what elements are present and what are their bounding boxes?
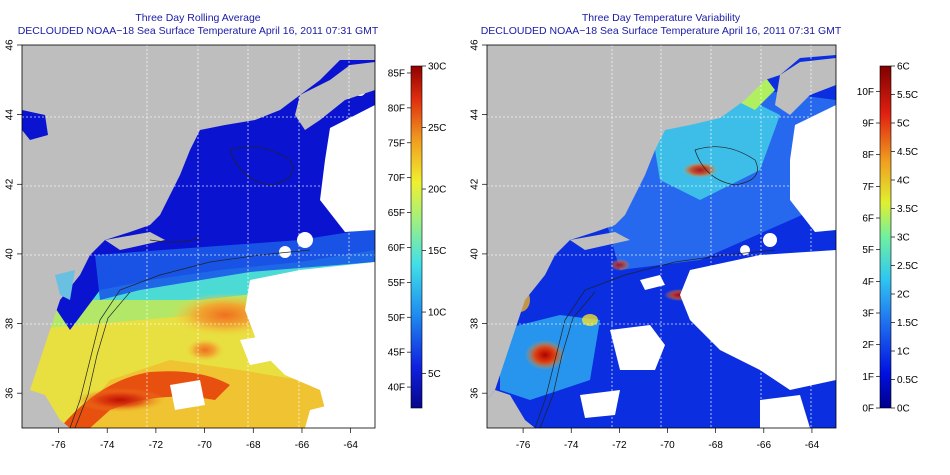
hot-spot-4 [610, 259, 630, 271]
y-tick-label: 38 [470, 318, 481, 330]
colorbar-label-c: 2.5C [897, 261, 918, 272]
colorbar-label-c: 15C [428, 246, 446, 257]
colorbar-label-f: 1F [862, 372, 874, 383]
colorbar-label-c: 25C [428, 123, 446, 134]
hot-spot-2 [682, 162, 718, 178]
cloud-mask [580, 105, 836, 428]
land [487, 45, 836, 428]
coastal-water [22, 110, 75, 300]
y-tick-label: 38 [5, 318, 16, 330]
colorbar-label-c: 5.5C [897, 90, 918, 101]
colorbar-label-f: 70F [388, 173, 405, 184]
y-tick-label: 44 [5, 109, 16, 121]
average-grid [22, 45, 375, 428]
y-tick-label: 36 [5, 387, 16, 399]
colorbar-label-f: 4F [862, 277, 874, 288]
colorbar-label-c: 0.5C [897, 375, 918, 386]
colorbar-label-f: 3F [862, 309, 874, 320]
y-tick-label: 40 [470, 248, 481, 260]
colorbar-label-c: 3C [897, 233, 910, 244]
y-tick-label: 42 [5, 178, 16, 190]
warm-spot-2 [582, 314, 598, 326]
variability-frame [486, 44, 837, 429]
warm-eddy-2 [185, 338, 225, 362]
colorbar-label-c: 30C [428, 62, 446, 73]
colorbar-label-f: 5F [862, 245, 874, 256]
colorbar-label-f: 7F [862, 182, 874, 193]
cloud-mask [170, 84, 375, 428]
y-tick-label: 36 [470, 387, 481, 399]
colorbar-label-f: 10F [857, 87, 874, 98]
colorbar-label-c: 1C [897, 347, 910, 358]
x-tick-label: -70 [660, 440, 675, 451]
x-tick-label: -76 [51, 440, 66, 451]
colorbar-label-c: 0C [897, 404, 910, 415]
y-tick-label: 42 [470, 178, 481, 190]
colorbar-label-c: 20C [428, 185, 446, 196]
colorbar-label-f: 0F [862, 404, 874, 415]
x-tick-label: -66 [295, 440, 310, 451]
variability-colorbar [879, 65, 892, 409]
x-tick-label: -72 [612, 440, 627, 451]
average-frame [21, 44, 376, 429]
colorbar-label-c: 1.5C [897, 318, 918, 329]
x-tick-label: -64 [805, 440, 820, 451]
average-colorbar [410, 65, 423, 409]
colorbar-label-c: 4C [897, 176, 910, 187]
colorbar-label-f: 85F [388, 68, 405, 79]
colorbar-label-f: 9F [862, 119, 874, 130]
colorbar-label-f: 6F [862, 214, 874, 225]
average-subtitle: DECLOUDED NOAA−18 Sea Surface Temperatur… [18, 25, 379, 37]
colorbar-label-f: 80F [388, 103, 405, 114]
y-tick-label: 46 [470, 39, 481, 51]
x-tick-label: -70 [197, 440, 212, 451]
average-axes: -76 -74 -72 -70 -68 -66 -64 36 38 40 42 44 46 [5, 39, 359, 451]
x-tick-label: -68 [708, 440, 723, 451]
colorbar-label-f: 8F [862, 150, 874, 161]
x-tick-label: -64 [343, 440, 358, 451]
variability-map [487, 45, 836, 428]
depth-contours [69, 146, 311, 428]
colorbar-label-f: 75F [388, 138, 405, 149]
colorbar-label-f: 45F [388, 348, 405, 359]
colorbar-label-c: 3.5C [897, 204, 918, 215]
colorbar-label-c: 5C [428, 369, 441, 380]
y-tick-label: 44 [470, 109, 481, 121]
panel-variability: Three Day Temperature Variability DECLOU… [470, 12, 918, 451]
land [22, 45, 375, 428]
colorbar-label-c: 2C [897, 290, 910, 301]
hot-spot-1 [525, 340, 565, 370]
y-tick-label: 46 [5, 39, 16, 51]
x-tick-label: -74 [100, 440, 115, 451]
colorbar-label-f: 50F [388, 313, 405, 324]
variability-axes: -76 -74 -72 -70 -68 -66 -64 36 38 40 42 44 46 [470, 39, 820, 451]
colorbar-label-c: 6C [897, 62, 910, 73]
average-colorbar-labels: 5C 10C 15C 20C 25C 30C 40F 45F 50F 55F 60F 65F 70F 75… [388, 62, 447, 394]
x-tick-label: -74 [564, 440, 579, 451]
colorbar-label-f: 55F [388, 278, 405, 289]
colorbar-label-f: 40F [388, 383, 405, 394]
variability-colorbar-labels: 0C 0.5C 1C 1.5C 2C 2.5C 3C 3.5C 4C 4.5C 5C 5.5C 6C 0F… [857, 62, 918, 415]
x-tick-label: -72 [149, 440, 164, 451]
variability-subtitle: DECLOUDED NOAA−18 Sea Surface Temperatur… [481, 25, 842, 37]
average-title: Three Day Rolling Average [135, 12, 260, 24]
average-map [22, 45, 375, 428]
hot-core [75, 388, 165, 412]
x-tick-label: -68 [246, 440, 261, 451]
x-tick-label: -76 [516, 440, 531, 451]
colorbar-label-f: 60F [388, 243, 405, 254]
y-tick-label: 40 [5, 248, 16, 260]
colorbar-label-c: 4.5C [897, 147, 918, 158]
panel-average: Three Day Rolling Average DECLOUDED NOAA… [5, 12, 447, 451]
colorbar-label-c: 5C [897, 119, 910, 130]
variability-title: Three Day Temperature Variability [582, 12, 741, 24]
x-tick-label: -66 [757, 440, 772, 451]
colorbar-label-c: 10C [428, 308, 446, 319]
colorbar-label-f: 2F [862, 340, 874, 351]
colorbar-label-f: 65F [388, 208, 405, 219]
